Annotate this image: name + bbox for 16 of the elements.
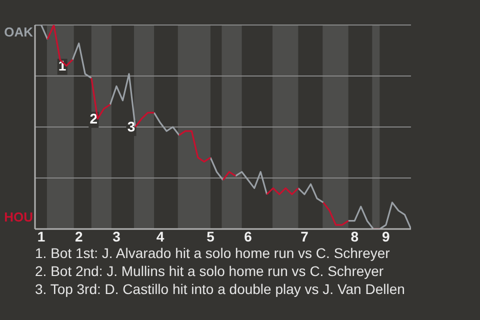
annotation: 2 [90,110,98,127]
x-tick-label: 1 [37,228,46,245]
x-tick-label: 2 [74,228,83,245]
text: 1. Bot 1st: J. Alvarado hit a solo home run vs C. Schreyer [35,244,391,262]
annotation: 3 [127,118,136,135]
x-tick-label: 4 [156,228,164,245]
x-tick-label: 8 [350,228,359,245]
text: 3. Top 3rd: D. Castillo hit into a double play vs J. Van Dellen [35,280,405,298]
x-tick-label: 5 [206,228,215,245]
x-tick-label: 9 [382,228,390,245]
series-label: OAK [4,24,34,40]
x-tick-label: 3 [112,228,121,245]
x-tick-label: 6 [244,228,252,245]
x-tick-label: 7 [300,228,309,245]
text: HOU [4,209,33,224]
text: 2. Bot 2nd: J. Mullins hit a solo home run vs C. Schreyer [35,262,385,280]
